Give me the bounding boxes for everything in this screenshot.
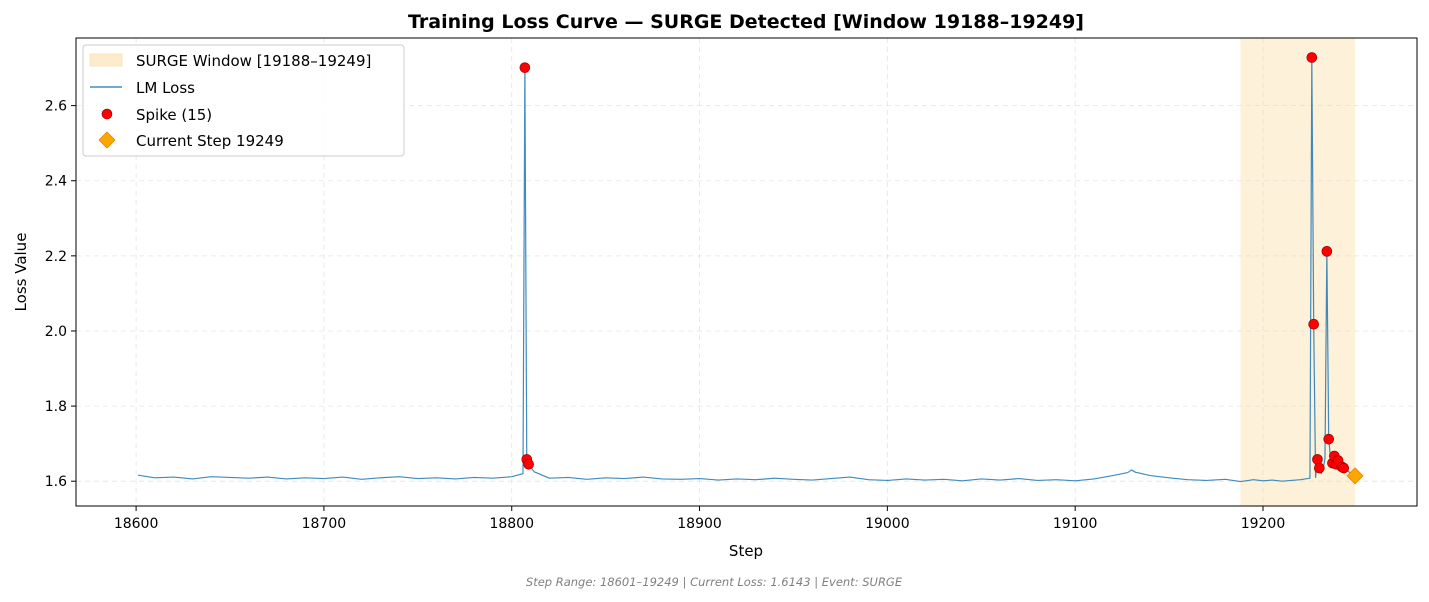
chart-title: Training Loss Curve — SURGE Detected [Wi… [408, 11, 1084, 33]
spike-point [523, 459, 534, 470]
y-tick-label: 2.4 [45, 174, 67, 190]
y-axis-label: Loss Value [12, 233, 30, 312]
loss-series-line [137, 56, 1356, 483]
legend-spike-label: Spike (15) [136, 106, 212, 124]
y-tick-label: 2.0 [45, 324, 67, 340]
spike-point [1338, 462, 1350, 474]
x-tick-label: 19000 [865, 516, 910, 532]
legend-box [82, 44, 405, 157]
x-tick-label: 19200 [1241, 516, 1286, 532]
y-tick-label: 2.2 [45, 249, 67, 265]
legend-surge-swatch [89, 53, 123, 67]
y-tick-label: 1.6 [45, 474, 67, 490]
x-tick-label: 18900 [677, 516, 722, 532]
x-axis-label: Step [729, 542, 763, 560]
legend-current-marker [98, 131, 116, 149]
plot-area-frame [75, 37, 1418, 507]
legend-surge-label: SURGE Window [19188–19249] [136, 52, 371, 70]
spike-point [519, 62, 531, 73]
grid [76, 38, 1417, 506]
x-axis: 18600 18700 18800 18900 19000 19100 19200 [114, 506, 1285, 532]
current-step-marker [1346, 467, 1364, 485]
x-tick-label: 18800 [489, 516, 534, 532]
y-tick-label: 2.6 [45, 99, 67, 115]
x-tick-label: 19100 [1053, 516, 1098, 532]
spike-point [1314, 462, 1325, 474]
spike-point [1312, 454, 1323, 465]
footer-info: Step Range: 18601–19249 | Current Loss: … [526, 575, 903, 589]
legend: SURGE Window [19188–19249] LM Loss Spike… [82, 44, 405, 157]
spike-point [1306, 52, 1318, 63]
legend-spike-marker [101, 108, 113, 120]
x-tick-label: 18600 [114, 516, 159, 532]
x-tick-label: 18700 [302, 516, 347, 532]
surge-window-band [1240, 38, 1356, 506]
spike-point [1321, 246, 1333, 257]
y-tick-label: 1.8 [45, 399, 67, 415]
spike-point [1308, 318, 1320, 330]
y-axis: 1.6 1.8 2.0 2.2 2.4 2.6 [45, 99, 76, 490]
spike-point [1323, 433, 1335, 445]
legend-current-label: Current Step 19249 [136, 132, 284, 150]
legend-loss-label: LM Loss [136, 79, 195, 97]
